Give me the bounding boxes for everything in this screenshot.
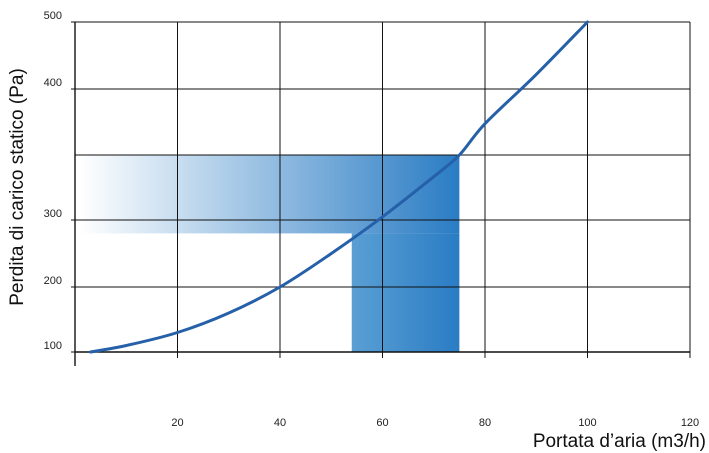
y-tick-label: 400 (44, 77, 62, 89)
x-tick-label: 120 (681, 417, 699, 429)
y-tick-label: 100 (44, 340, 62, 352)
x-tick-label: 80 (479, 417, 491, 429)
x-tick-label: 60 (376, 417, 388, 429)
y-tick-label: 500 (44, 10, 62, 22)
x-axis-title: Portata d’aria (m3/h) (533, 431, 706, 452)
series-line (88, 20, 589, 354)
y-tick-label: 200 (44, 275, 62, 287)
y-tick-label: 300 (44, 208, 62, 220)
x-tick-label: 20 (171, 417, 183, 429)
highlight-band-horizontal (80, 155, 460, 234)
highlight-band-vertical (351, 233, 460, 352)
x-tick-label: 100 (578, 417, 596, 429)
x-tick-label: 40 (274, 417, 286, 429)
y-axis-title: Perdita di carico statico (Pa) (7, 68, 28, 306)
